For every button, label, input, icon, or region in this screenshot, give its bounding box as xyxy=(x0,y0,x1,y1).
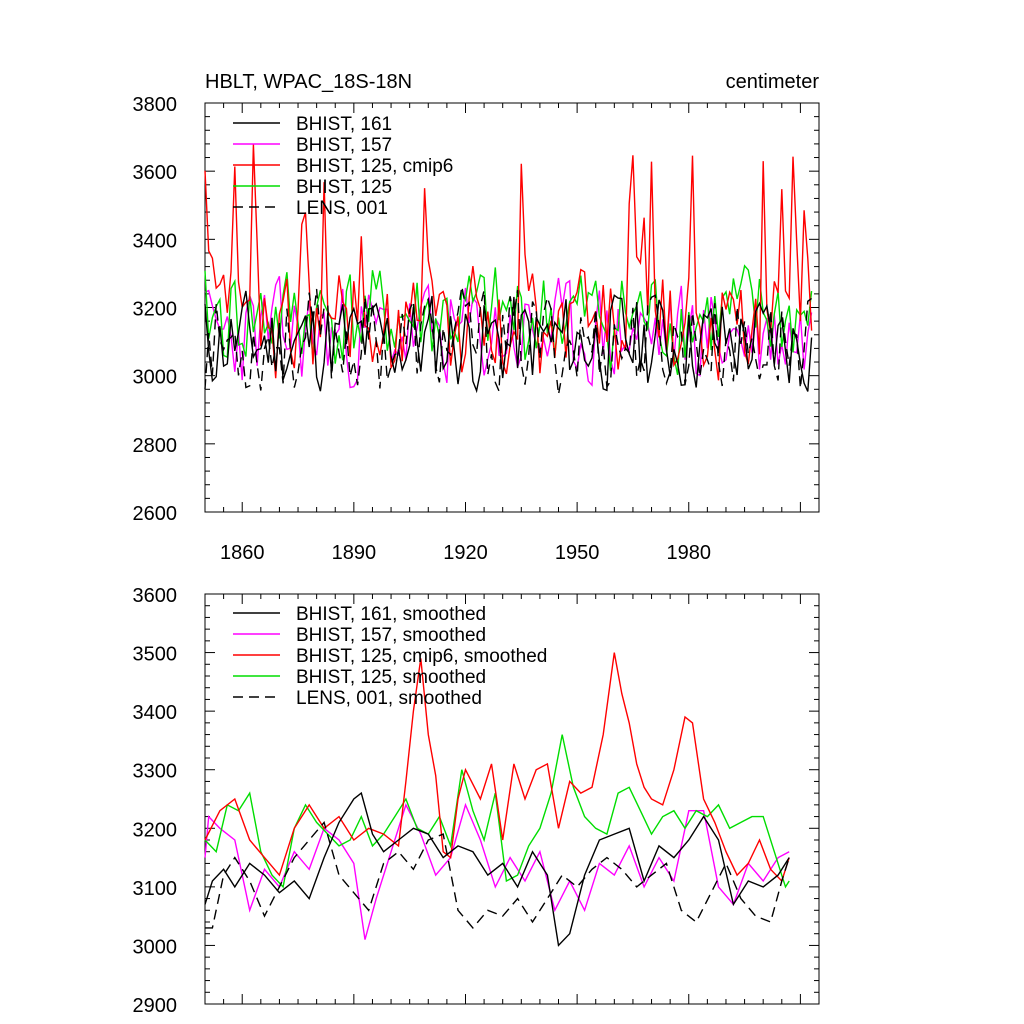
y-tick-label: 3400 xyxy=(133,230,178,252)
legend-label: BHIST, 157 xyxy=(296,135,392,156)
y-tick-label: 3000 xyxy=(133,936,178,958)
x-tick-label: 1980 xyxy=(667,542,712,564)
top-chart-title: HBLT, WPAC_18S-18N xyxy=(205,71,412,93)
x-tick-label: 1890 xyxy=(332,542,377,564)
y-tick-label: 3800 xyxy=(133,94,178,116)
y-tick-label: 3600 xyxy=(133,585,178,607)
top-panel: HBLT, WPAC_18S-18N centimeter 2600 2800 30… xyxy=(133,71,820,564)
top-units-label: centimeter xyxy=(726,71,820,93)
x-tick-label: 1950 xyxy=(555,542,600,564)
series-line-bhist-157-smoothed xyxy=(204,802,790,940)
bottom-plot-frame xyxy=(204,593,820,1005)
y-tick-label: 3200 xyxy=(133,299,178,321)
y-tick-label: 3500 xyxy=(133,644,178,666)
y-tick-label: 3100 xyxy=(133,878,178,900)
y-tick-label: 3400 xyxy=(133,702,178,724)
series-line-bhist-161 xyxy=(204,290,813,394)
y-tick-label: 2800 xyxy=(133,435,178,457)
series-line-bhist-125-cmip6 xyxy=(204,144,813,381)
legend-label: BHIST, 161, smoothed xyxy=(296,604,486,625)
top-series-lines xyxy=(204,144,813,395)
y-tick-label: 2600 xyxy=(133,503,178,525)
bottom-y-tick-labels: 2900 3000 3100 3200 3300 3400 3500 3600 xyxy=(133,585,178,1017)
legend-label: BHIST, 125, cmip6 xyxy=(296,156,453,177)
series-line-bhist-161-smoothed xyxy=(204,791,790,947)
bottom-axis-ticks xyxy=(204,593,820,1005)
x-tick-label: 1920 xyxy=(443,542,488,564)
y-tick-label: 3200 xyxy=(133,819,178,841)
legend-label: BHIST, 161 xyxy=(296,114,392,135)
legend-label: BHIST, 157, smoothed xyxy=(296,625,486,646)
legend-label: BHIST, 125 xyxy=(296,177,392,198)
top-axis-ticks xyxy=(204,102,820,513)
x-tick-label: 1860 xyxy=(220,542,265,564)
series-line-bhist-125-cmip6-smoothed xyxy=(204,652,790,883)
legend-label: BHIST, 125, cmip6, smoothed xyxy=(296,646,547,667)
top-x-tick-labels: 1860 1890 1920 1950 1980 xyxy=(220,542,711,564)
series-line-bhist-125-smoothed xyxy=(204,734,790,889)
bottom-panel: 2900 3000 3100 3200 3300 3400 3500 3600 BHIST, … xyxy=(133,585,820,1017)
y-tick-label: 3000 xyxy=(133,367,178,389)
y-tick-label: 3600 xyxy=(133,162,178,184)
y-tick-label: 3300 xyxy=(133,761,178,783)
series-line-lens-001-smoothed xyxy=(205,820,790,929)
series-line-lens-001 xyxy=(204,286,813,395)
legend-label: LENS, 001, smoothed xyxy=(296,688,482,709)
top-y-tick-labels: 2600 2800 3000 3200 3400 3600 3800 xyxy=(133,94,178,525)
legend-label: LENS, 001 xyxy=(296,198,388,219)
legend-label: BHIST, 125, smoothed xyxy=(296,667,486,688)
bottom-series-lines xyxy=(204,652,790,947)
y-tick-label: 2900 xyxy=(133,995,178,1017)
